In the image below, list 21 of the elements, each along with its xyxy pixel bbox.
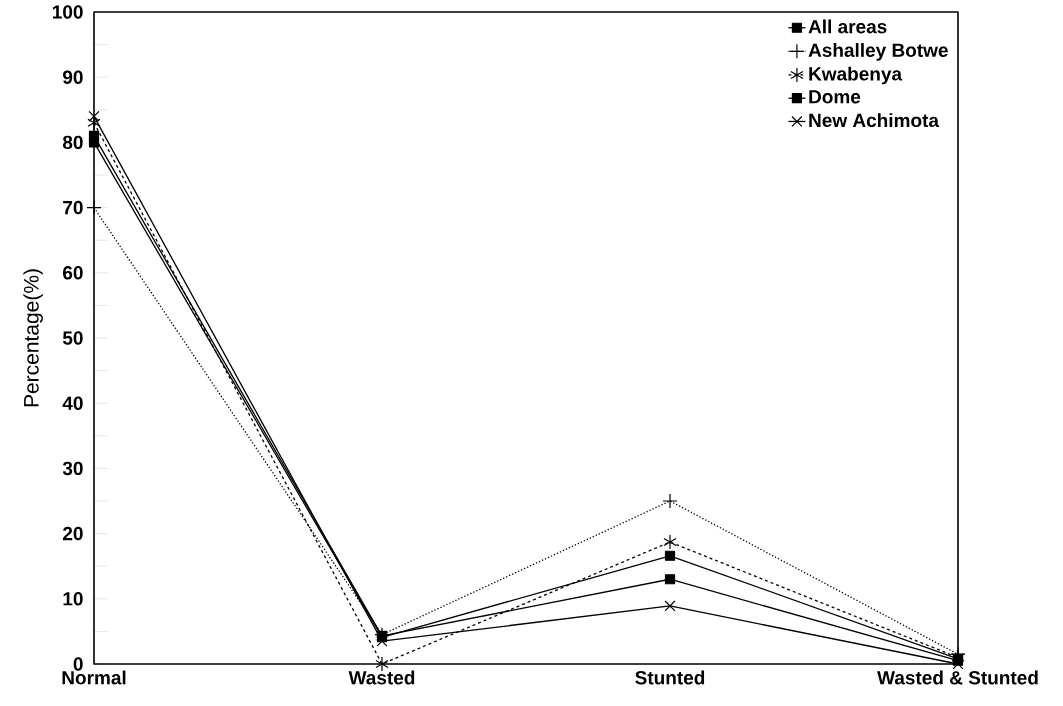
x-tick-label: Wasted & Stunted	[877, 670, 1038, 685]
y-tick-label: 90	[62, 70, 83, 84]
y-tick-label: 40	[62, 396, 83, 410]
y-tick-label: 60	[63, 266, 83, 280]
x-tick-label: Normal	[62, 670, 126, 685]
legend-label: Dome	[809, 90, 861, 104]
legend-label: All areas	[808, 19, 887, 34]
y-tick-label: 20	[62, 526, 83, 541]
y-tick-label: 30	[62, 461, 83, 476]
y-tick-label: 80	[62, 135, 83, 150]
legend-label: New Achimota	[809, 113, 940, 128]
y-tick-label: 10	[63, 592, 83, 606]
legend-label: Ashalley Botwe	[808, 43, 948, 61]
y-tick-label: 70	[63, 200, 83, 215]
legend-label: Kwabenya	[809, 66, 903, 85]
y-tick-label: 100	[52, 5, 83, 19]
y-tick-label: 0	[73, 657, 83, 671]
x-tick-label: Stunted	[635, 670, 705, 685]
x-tick-label: Wasted	[348, 670, 415, 685]
y-tick-label: 50	[62, 331, 83, 345]
y-axis-title: Percentage(%)	[23, 269, 43, 407]
